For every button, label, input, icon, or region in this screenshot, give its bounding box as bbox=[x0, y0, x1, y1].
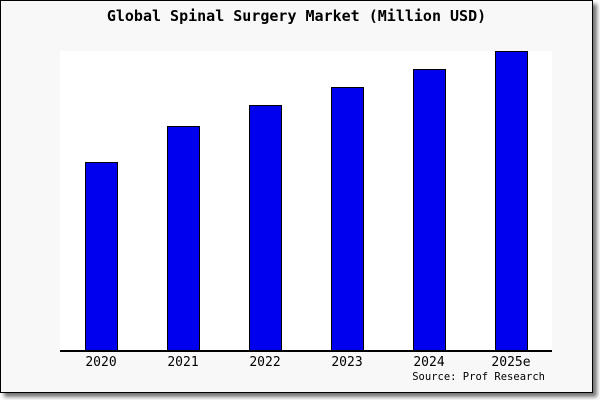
source-credit: Source: Prof Research bbox=[412, 371, 545, 383]
bar-2022 bbox=[248, 105, 282, 352]
chart-title: Global Spinal Surgery Market (Million US… bbox=[106, 7, 487, 25]
bar-2023 bbox=[330, 87, 364, 352]
x-tick-label-2020: 2020 bbox=[85, 355, 117, 370]
bar-2024 bbox=[412, 69, 446, 352]
bar-2020 bbox=[84, 162, 118, 352]
chart-card: Global Spinal Surgery Market (Million US… bbox=[0, 0, 593, 393]
x-tick-label-2021: 2021 bbox=[167, 355, 199, 370]
x-axis-line bbox=[60, 350, 552, 352]
x-tick-label-2024: 2024 bbox=[413, 355, 445, 370]
x-axis-tick-labels: 2020 2021 2022 2023 2024 2025e bbox=[60, 355, 552, 371]
bar-2021 bbox=[166, 126, 200, 352]
plot-area bbox=[60, 51, 552, 352]
x-tick-label-2023: 2023 bbox=[331, 355, 363, 370]
x-tick-label-2022: 2022 bbox=[249, 355, 281, 370]
x-tick-label-2025e: 2025e bbox=[491, 355, 531, 370]
bar-2025e bbox=[494, 51, 528, 352]
